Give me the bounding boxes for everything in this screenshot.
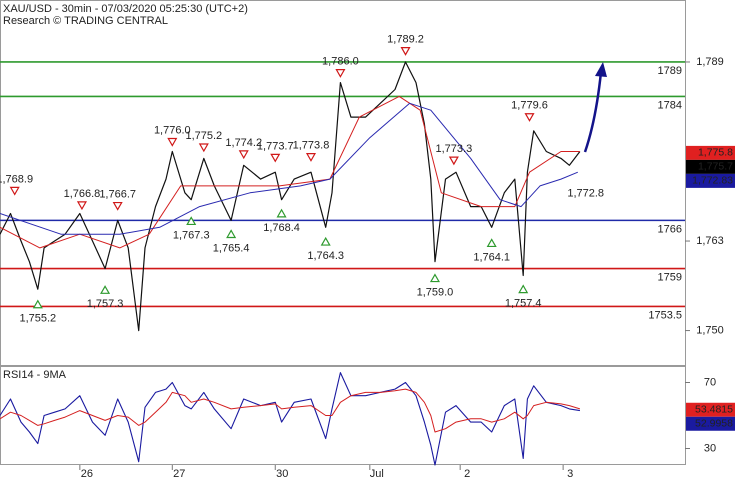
y-tick-label: 70 [704, 376, 716, 388]
low-marker [276, 208, 287, 218]
high-marker [524, 113, 535, 122]
high-label: 1,789.2 [387, 34, 424, 46]
low-label: 1,764.3 [307, 250, 344, 262]
high-label: 1,774.2 [225, 137, 262, 149]
high-label: 1,775.2 [185, 130, 222, 142]
high-marker [448, 156, 459, 166]
low-marker [320, 236, 331, 246]
price-badge [686, 159, 735, 174]
y-tick-label: 1,750 [696, 324, 724, 336]
low-marker [486, 238, 497, 248]
price-badge-label: 52.9958 [695, 418, 733, 430]
price-badge [686, 145, 735, 160]
high-marker [112, 201, 123, 211]
low-marker [226, 229, 237, 239]
low-marker [100, 285, 111, 294]
level-label: 1789 [658, 65, 682, 77]
price-badge-label: 1,772.83 [692, 175, 733, 187]
y-tick-label: 30 [704, 442, 716, 454]
series-line [0, 61, 581, 332]
high-label: 1,773.7 [257, 140, 294, 152]
y-tick-label: 1,763 [696, 235, 724, 247]
x-tick-label: 30 [276, 468, 288, 480]
high-marker [270, 153, 281, 163]
x-tick-label: 3 [567, 468, 573, 480]
x-tick-label: 26 [81, 468, 93, 480]
series-line [0, 95, 580, 249]
level-label: 1784 [658, 99, 682, 111]
high-label: 1,779.6 [511, 100, 548, 112]
panel-subtitle: Research © TRADING CENTRAL [3, 15, 168, 27]
high-label: 1,768.9 [0, 173, 33, 185]
low-label: 1,764.1 [473, 251, 510, 263]
price-badge-label: 53.4815 [695, 404, 733, 416]
level-label: 1753.5 [648, 309, 682, 321]
high-label: 1,773.8 [293, 140, 330, 152]
panel-title: XAU/USD - 30min - 07/03/2020 05:25:30 (U… [3, 3, 248, 15]
series-line [0, 388, 581, 433]
level-label: 1766 [658, 223, 682, 235]
high-label: 1,776.0 [154, 124, 191, 136]
high-marker [9, 186, 20, 196]
low-marker [429, 273, 440, 283]
high-label: 1,786.0 [322, 56, 359, 68]
high-label: 1,766.8 [64, 188, 101, 200]
forecast-arrow [583, 71, 603, 153]
forecast-arrow-head [595, 62, 607, 77]
price-badge-label: 1,775.8 [698, 147, 733, 159]
price-badge-label: 1,775.7 [698, 161, 733, 173]
level-label: 1759 [658, 271, 682, 283]
low-label: 1,759.0 [417, 286, 454, 298]
y-tick-label: 1,789 [696, 56, 724, 68]
high-marker [305, 153, 317, 162]
high-marker [238, 150, 249, 160]
low-marker [32, 299, 43, 309]
plot-layer: 1,750 1,763 1,789 1789 1784 1766 1759 1753.5 1,7… [0, 3, 735, 480]
x-tick-label: 27 [173, 468, 185, 480]
high-marker [335, 69, 346, 78]
high-marker [76, 201, 87, 211]
panel-title: RSI14 - 9MA [3, 369, 67, 381]
price-badge [686, 173, 735, 188]
series-line [0, 372, 580, 466]
x-tick-label: 2 [464, 468, 470, 480]
low-label: 1,757.4 [505, 298, 542, 310]
series-line [0, 102, 578, 235]
low-label: 1,757.3 [87, 298, 124, 310]
low-label: 1,755.2 [19, 313, 56, 325]
low-label: 1,768.4 [263, 222, 300, 234]
high-label: 1,766.7 [99, 188, 136, 200]
high-marker [198, 143, 209, 153]
price-badge [686, 416, 735, 431]
high-marker [400, 47, 411, 56]
high-marker [167, 137, 178, 147]
low-marker [186, 216, 197, 226]
low-label: 1,765.4 [213, 242, 250, 254]
high-label: 1,773.3 [436, 143, 473, 155]
low-label: 1,767.3 [173, 229, 210, 241]
x-tick-label: Jul [370, 468, 384, 480]
price-badge [686, 402, 735, 417]
price-label: 1,772.8 [567, 187, 604, 199]
low-marker [518, 284, 529, 294]
price-panel-frame [0, 0, 686, 366]
